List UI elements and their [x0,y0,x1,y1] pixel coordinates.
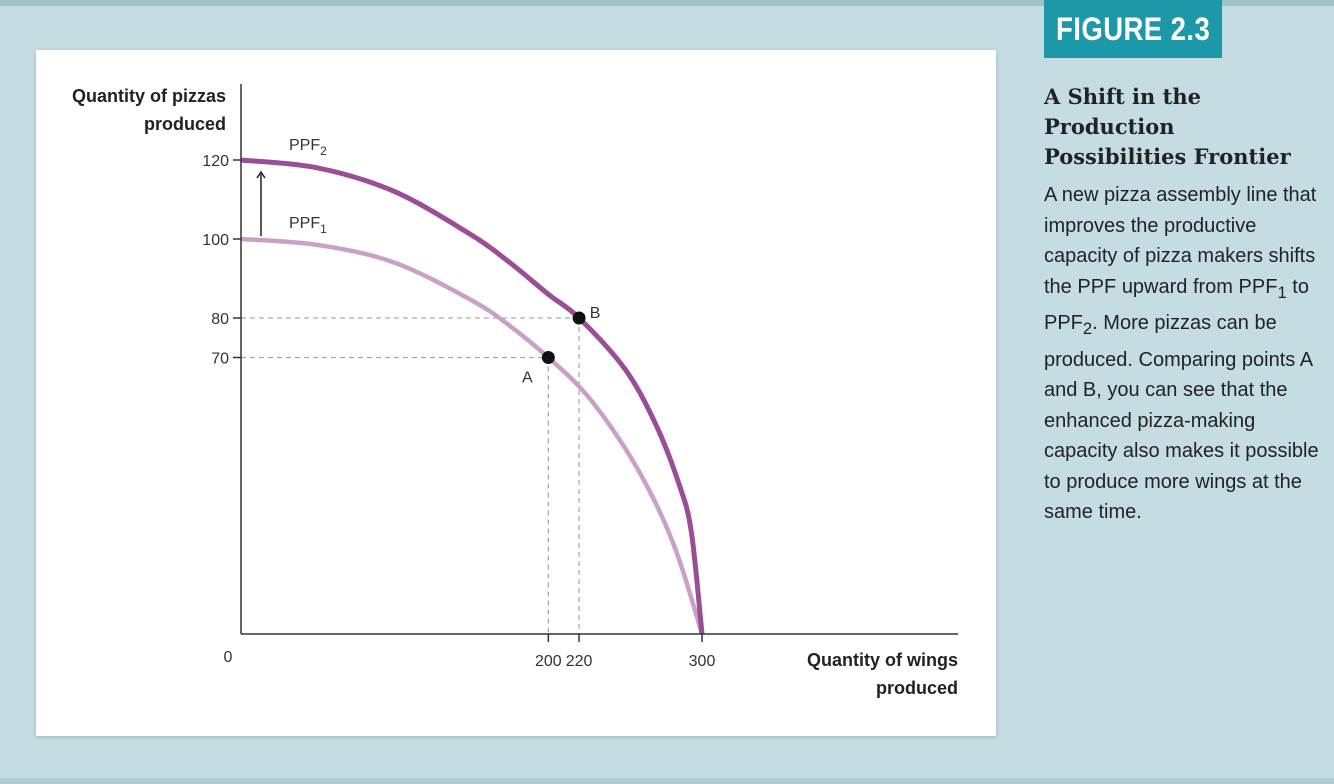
guide-lines [241,317,580,634]
figure-number-tab: FIGURE 2.3 [1044,0,1223,58]
description-text-3: . More pizzas can be produced. Comparing… [1044,312,1319,523]
y-tick-label: 80 [211,311,229,328]
axes [240,84,958,635]
chart-card [36,50,996,736]
point-label-b: B [590,305,601,322]
y-tick-label: 70 [211,351,229,368]
curve-ppf1 [240,236,705,635]
y-axis-label: Quantity of pizzas produced [71,86,226,134]
label-ppf1: PPF1 [289,215,327,236]
top-border [0,0,1334,6]
y-tick-label: 100 [202,232,229,249]
description-text-2: to [1286,275,1309,298]
ppf2-inline: PPF2 [1044,312,1093,338]
origin-label: 0 [224,649,233,666]
curve-labels: PPF1 PPF2 [256,137,327,236]
x-tick-label: 200 [535,653,562,670]
x-tick-label: 220 [566,653,593,670]
x-axis-label: Quantity of wings produced [807,650,958,698]
point-label-a: A [522,370,533,387]
point-a [541,351,555,364]
points: AB [522,305,600,387]
ppf1-inline: PPF1 [1238,275,1287,302]
x-tick-label: 300 [689,653,716,670]
figure-description: A new pizza assembly line that improves … [1044,180,1324,528]
curve-ppf2 [240,157,705,635]
figure-title: A Shift in the Production Possibilities … [1044,84,1291,169]
y-tick-label: 120 [202,153,229,170]
point-b [572,311,586,325]
description-text-1: A new pizza assembly line that improves … [1044,184,1317,298]
ticks: 120 100 80 70 200 220 300 0 [202,153,715,670]
bottom-border [0,778,1334,784]
shift-arrow-head [256,170,266,179]
label-ppf2: PPF2 [289,137,327,158]
